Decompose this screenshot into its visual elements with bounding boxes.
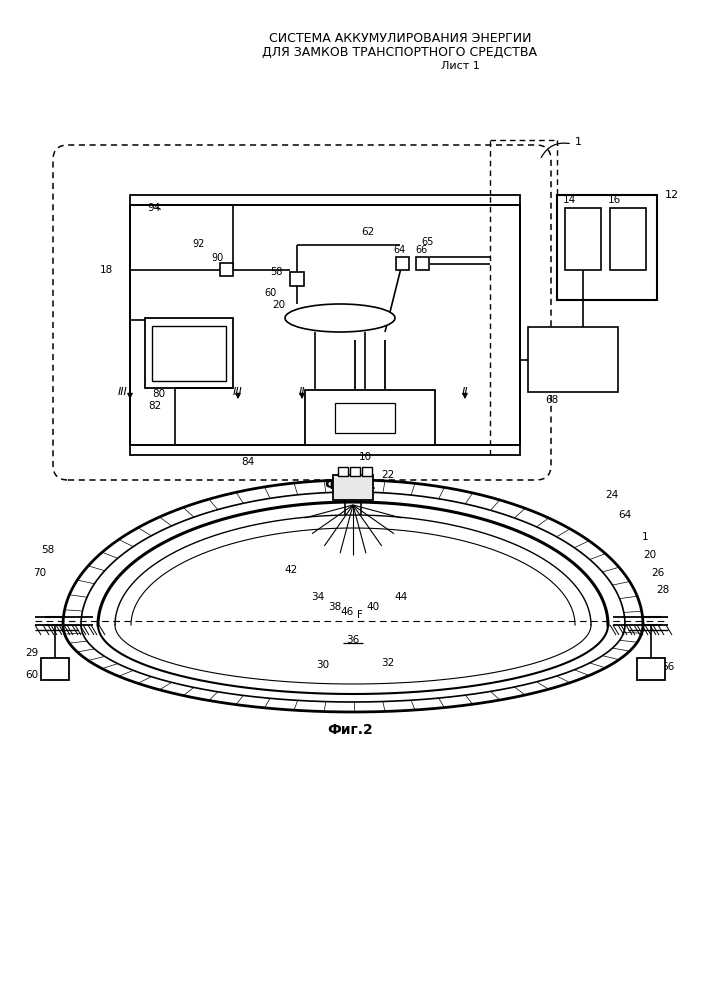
Bar (333, 475, 373, 500)
Bar (152, 326, 226, 381)
Text: 62: 62 (361, 227, 375, 237)
Text: 64: 64 (619, 510, 631, 520)
Bar (565, 208, 601, 270)
Bar (396, 257, 409, 270)
Text: 24: 24 (605, 490, 619, 500)
Text: 10: 10 (358, 452, 372, 462)
Bar (130, 195, 520, 455)
Text: Фиг. 1: Фиг. 1 (325, 478, 375, 492)
Text: Фиг.2: Фиг.2 (327, 723, 373, 737)
Text: 60: 60 (25, 670, 38, 680)
Text: 44: 44 (395, 592, 408, 602)
Text: 94: 94 (147, 203, 160, 213)
Text: 20: 20 (272, 300, 285, 310)
Bar (305, 390, 435, 445)
Text: 34: 34 (311, 592, 325, 602)
Text: 64: 64 (393, 245, 405, 255)
Text: 58: 58 (271, 267, 283, 277)
Bar (362, 467, 372, 476)
Text: 14: 14 (563, 195, 576, 205)
Text: II: II (462, 387, 468, 397)
Bar (41, 658, 69, 680)
Text: 32: 32 (381, 658, 395, 668)
Text: III: III (118, 387, 128, 397)
Text: 29: 29 (25, 648, 38, 658)
Text: 80: 80 (152, 389, 165, 399)
Text: 92: 92 (192, 239, 205, 249)
Text: 40: 40 (366, 602, 380, 612)
Bar (145, 318, 233, 388)
Text: 60: 60 (264, 288, 277, 298)
Text: 90: 90 (212, 253, 224, 263)
Bar (338, 467, 348, 476)
Text: ДЛЯ ЗАМКОВ ТРАНСПОРТНОГО СРЕДСТВА: ДЛЯ ЗАМКОВ ТРАНСПОРТНОГО СРЕДСТВА (262, 45, 537, 58)
Text: 26: 26 (651, 568, 665, 578)
Text: 18: 18 (100, 265, 113, 275)
Text: 70: 70 (33, 568, 46, 578)
Text: II: II (299, 387, 305, 397)
Text: F: F (357, 610, 363, 620)
Ellipse shape (285, 304, 395, 332)
Bar (610, 208, 646, 270)
Text: СИСТЕМА АККУМУЛИРОВАНИЯ ЭНЕРГИИ: СИСТЕМА АККУМУЛИРОВАНИЯ ЭНЕРГИИ (269, 31, 531, 44)
Text: 20: 20 (643, 550, 657, 560)
Bar (335, 403, 395, 433)
Text: 28: 28 (656, 585, 670, 595)
Bar (557, 195, 657, 300)
Text: 12: 12 (665, 190, 679, 200)
Bar (528, 327, 618, 392)
Text: 30: 30 (317, 660, 329, 670)
Text: Лист 1: Лист 1 (440, 61, 479, 71)
Text: 58: 58 (42, 545, 54, 555)
Text: 22: 22 (381, 470, 395, 480)
Text: 36: 36 (346, 635, 360, 645)
Text: 16: 16 (608, 195, 621, 205)
Bar (220, 263, 233, 276)
Text: 46: 46 (340, 607, 354, 617)
Text: 84: 84 (241, 457, 255, 467)
Bar (637, 658, 665, 680)
Text: 68: 68 (545, 395, 559, 405)
Text: 66: 66 (661, 662, 674, 672)
Text: 65: 65 (422, 237, 434, 247)
Text: 66: 66 (415, 245, 427, 255)
Text: 38: 38 (328, 602, 341, 612)
Bar (350, 467, 360, 476)
Bar (416, 257, 429, 270)
Text: 42: 42 (284, 565, 298, 575)
Text: 1: 1 (642, 532, 648, 542)
Text: 82: 82 (148, 401, 161, 411)
Text: III: III (233, 387, 243, 397)
Bar (290, 272, 304, 286)
Text: 1: 1 (575, 137, 582, 147)
